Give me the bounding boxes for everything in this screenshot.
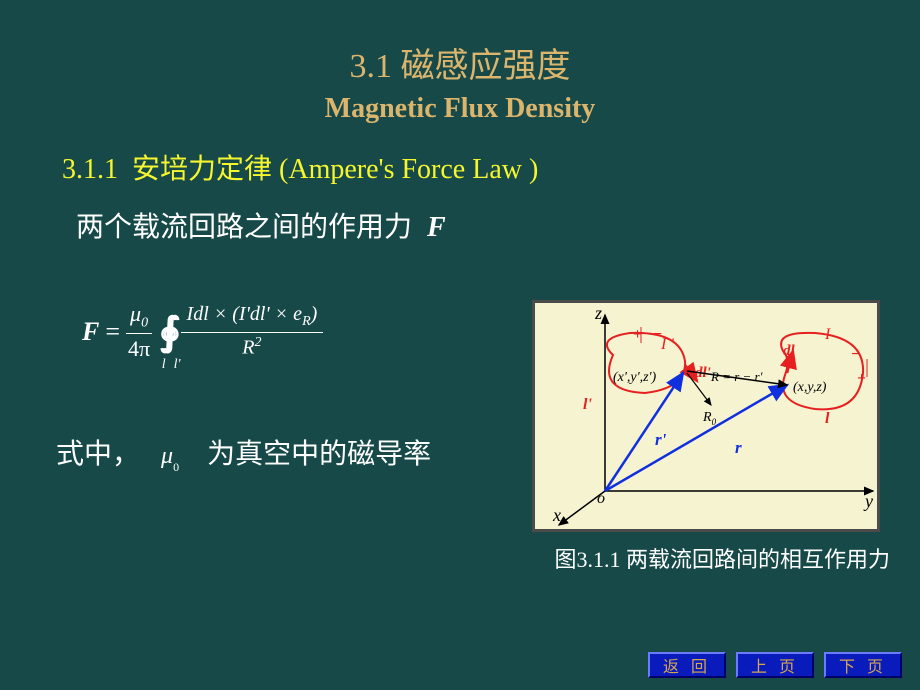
figure-caption: 图3.1.1 两载流回路间的相互作用力	[554, 542, 890, 574]
left-point: (x',y',z')	[613, 370, 657, 385]
double-integral: ∮∮ l l'	[158, 308, 174, 355]
right-minus: −	[851, 346, 860, 363]
section-heading: 3.1.1 安培力定律 (Ampere's Force Law )	[62, 147, 920, 187]
mu-sub: 0	[141, 315, 148, 330]
diagram-svg: o z y x + − I ' l' (x',y',z') dl' − + I …	[535, 303, 883, 535]
section-paren-open: (	[279, 154, 288, 185]
denominator-base: R	[242, 337, 254, 359]
section-cn: 安培力定律	[132, 154, 272, 185]
formula-lhs: F	[82, 317, 99, 347]
explain-line: 式中， μ0 为真空中的磁导率	[56, 434, 476, 476]
vec-R-def: R = r − r'	[710, 369, 763, 384]
right-point: (x,y,z)	[793, 380, 827, 395]
section-paren-close: )	[522, 154, 538, 185]
formula-eq: =	[105, 317, 120, 347]
axis-x: x	[552, 505, 561, 525]
formula-coeff: μ0 4π	[126, 301, 152, 362]
diagram-figure: o z y x + − I ' l' (x',y',z') dl' − + I …	[532, 300, 880, 532]
int-sub-l: l	[162, 357, 166, 373]
numerator-close: )	[311, 303, 318, 325]
vec-r: r	[735, 438, 742, 457]
axis-z: z	[594, 303, 602, 323]
int-sub-lprime: l'	[174, 357, 181, 373]
section-number: 3.1.1	[62, 154, 118, 185]
title-sub: Magnetic Flux Density	[0, 93, 920, 125]
right-dl: dl	[783, 343, 796, 359]
intro-line: 两个载流回路之间的作用力 F	[76, 205, 920, 245]
prev-button[interactable]: 上 页	[736, 652, 814, 678]
mu-symbol: μ	[130, 301, 141, 326]
intro-text: 两个载流回路之间的作用力	[76, 212, 412, 243]
right-l: l	[825, 410, 830, 427]
left-I: I '	[660, 336, 674, 353]
intro-var-f: F	[427, 212, 446, 243]
numerator-sub: R	[302, 314, 311, 329]
vec-rprime: r'	[655, 430, 667, 449]
vec-R0: R0	[702, 410, 717, 427]
explain-mu0: μ0	[161, 443, 179, 469]
axis-y: y	[863, 491, 873, 511]
explain-mu: μ	[161, 443, 173, 469]
back-button[interactable]: 返 回	[648, 652, 726, 678]
section-en: Ampere's Force Law	[288, 154, 522, 185]
explain-suffix: 为真空中的磁导率	[207, 439, 431, 470]
fourpi: 4π	[128, 334, 150, 362]
ampere-formula: F = μ0 4π ∮∮ l l' Idl × (I'dl' × eR) R2	[82, 301, 323, 362]
explain-mu-sub: 0	[173, 460, 179, 474]
formula-integrand: Idl × (I'dl' × eR) R2	[181, 303, 324, 360]
explain-prefix: 式中，	[56, 439, 140, 470]
right-plus: +	[857, 370, 866, 387]
numerator-main: Idl × (I'dl' × e	[187, 303, 303, 325]
next-button[interactable]: 下 页	[824, 652, 902, 678]
integral-symbols: ∮∮	[158, 308, 164, 355]
left-l: l'	[583, 396, 592, 413]
right-I: I	[824, 326, 831, 343]
title-main: 3.1 磁感应强度	[0, 0, 920, 87]
denominator-exp: 2	[255, 335, 262, 350]
nav-bar: 返 回 上 页 下 页	[648, 652, 902, 678]
